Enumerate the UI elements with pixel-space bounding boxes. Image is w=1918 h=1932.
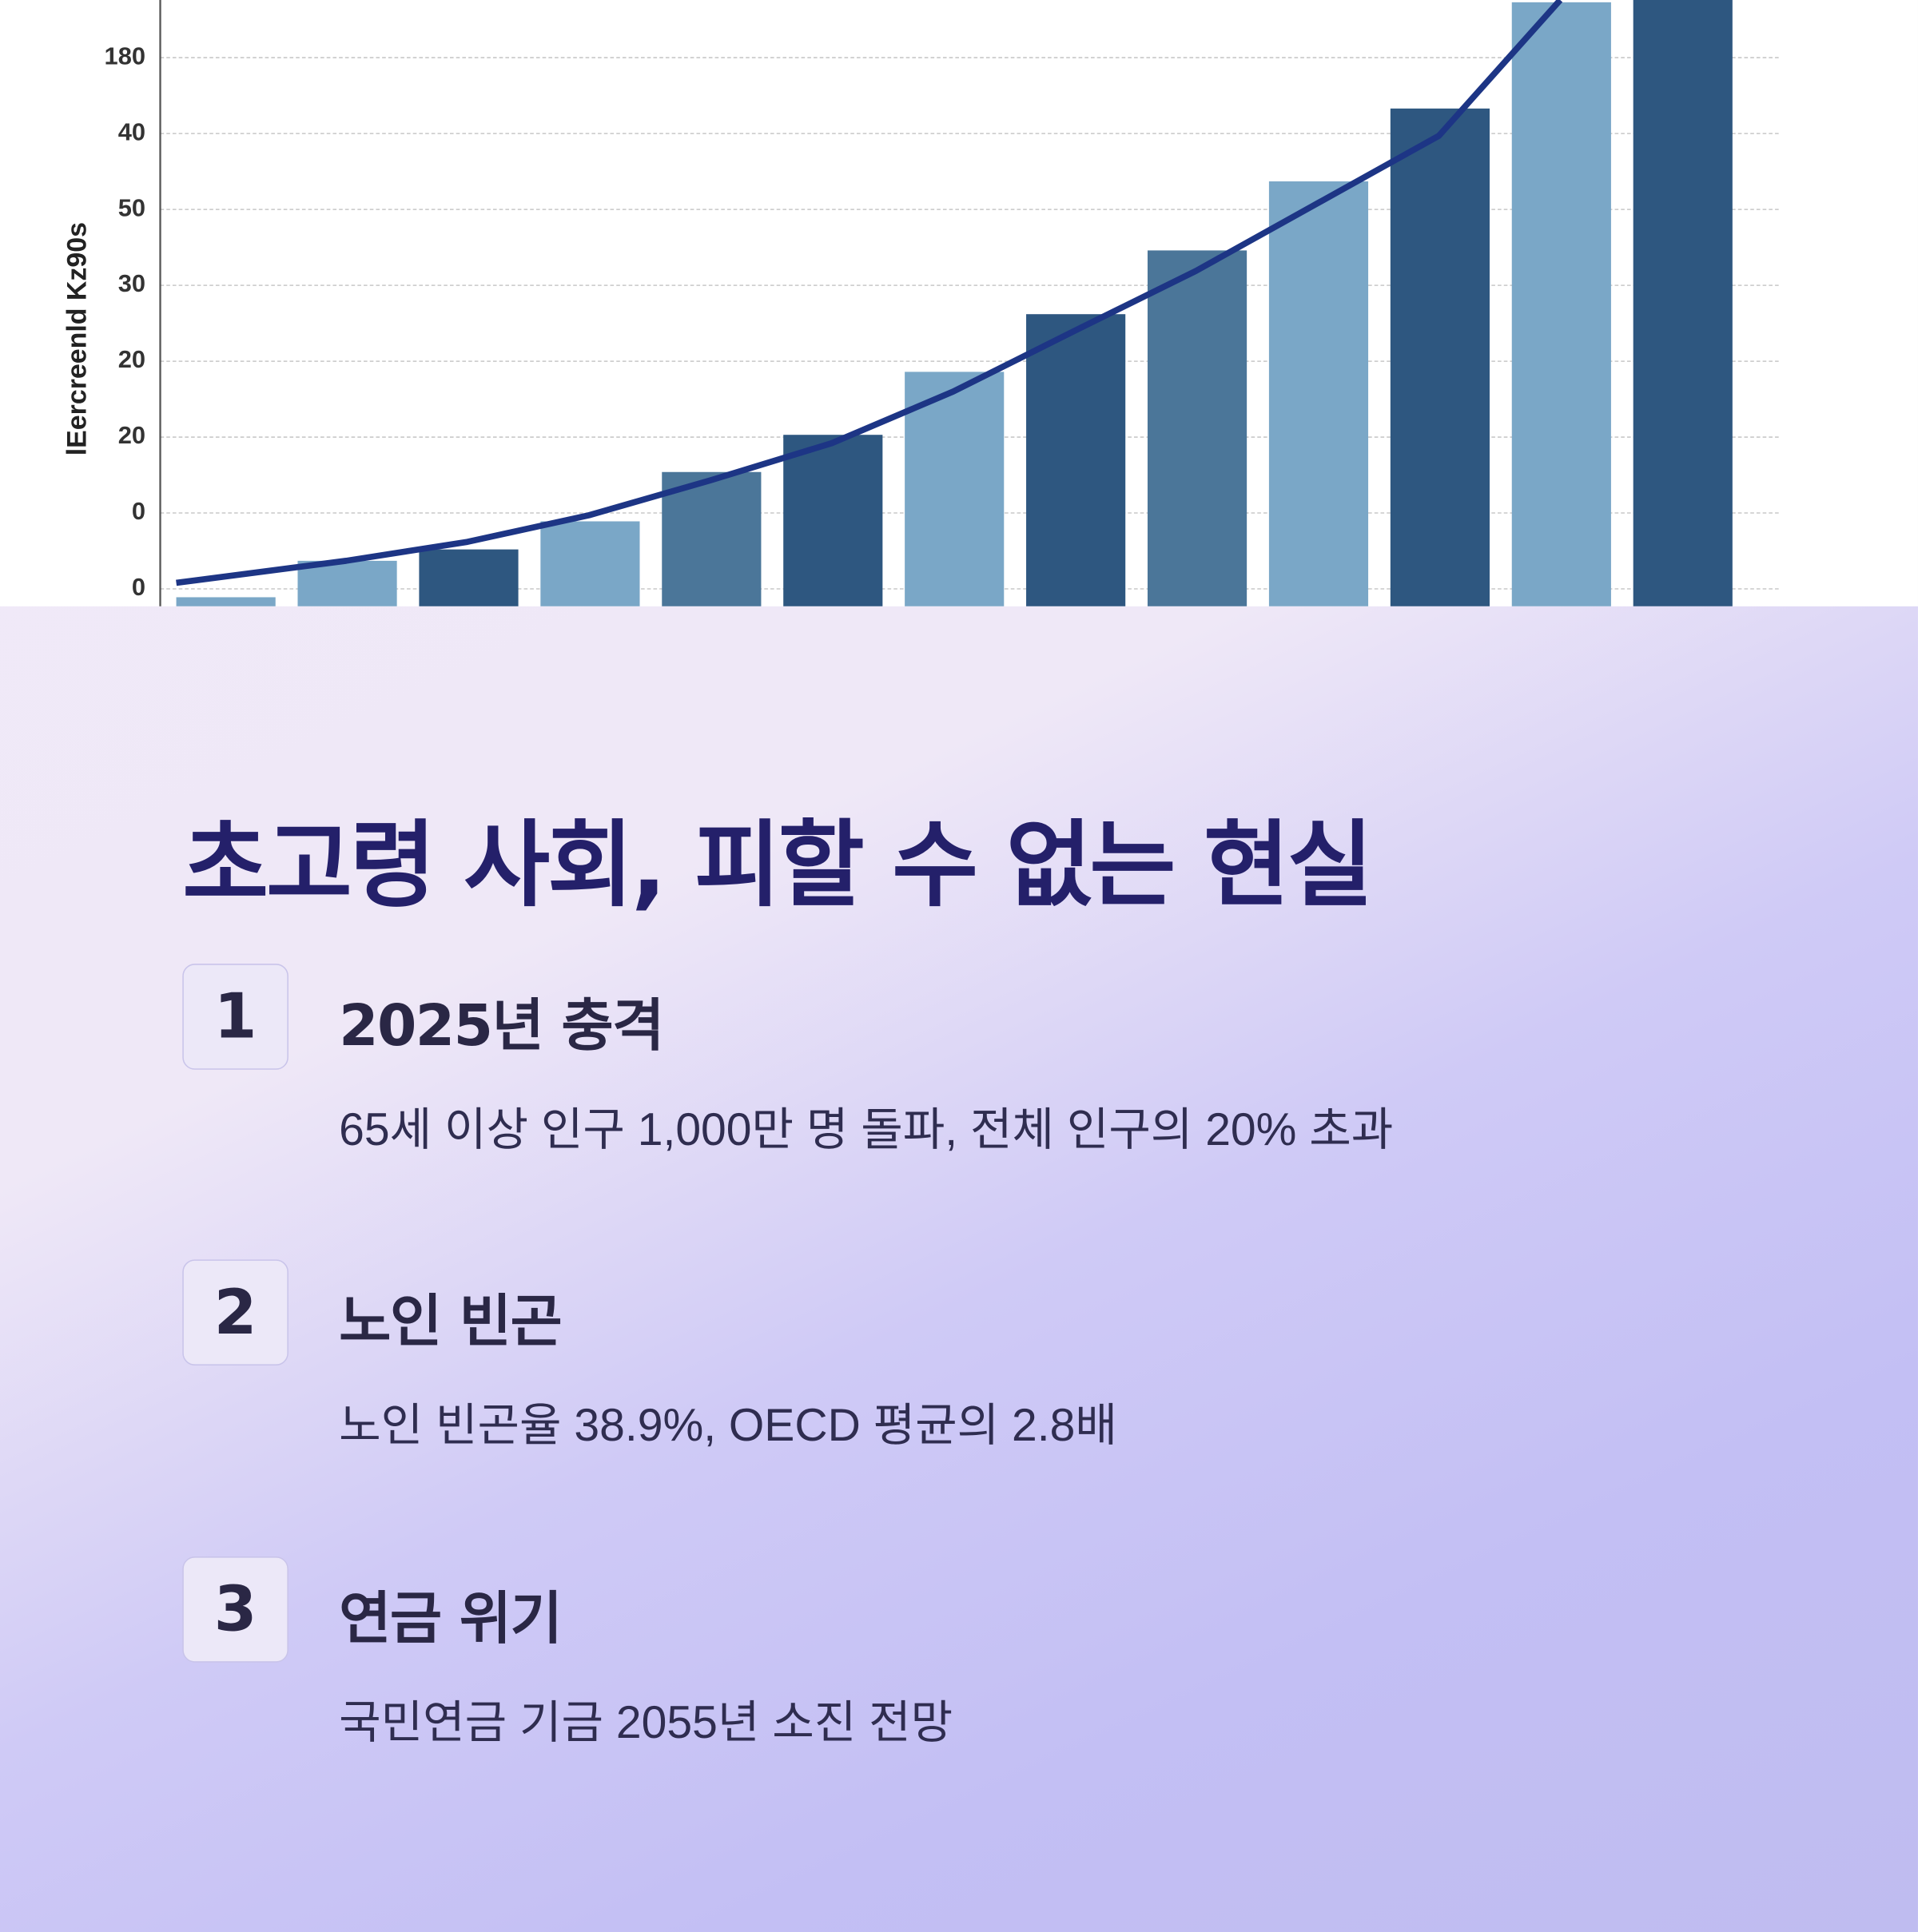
bar: [783, 435, 883, 606]
item-text: 국민연금 기금 2055년 소진 전망: [339, 1696, 953, 1748]
y-tick-label: 0: [132, 497, 145, 525]
bar: [1390, 108, 1490, 606]
bar: [1026, 314, 1126, 606]
y-tick-label: 0: [132, 573, 145, 601]
y-tick-label: 40: [118, 117, 145, 145]
item-number: 3: [182, 1556, 288, 1663]
y-axis-label: lEercreenld Kz90s: [62, 222, 93, 455]
bar: [1268, 181, 1369, 606]
bar: [297, 560, 397, 606]
bar: [540, 521, 640, 606]
trend-line: [176, 0, 1563, 586]
bar: [1147, 250, 1247, 606]
y-tick-label: 180: [105, 42, 145, 70]
item-heading: 2025년 충격: [339, 992, 664, 1059]
bar: [176, 597, 276, 606]
bar: [662, 471, 762, 606]
item-heading: 노인 빈곤: [339, 1287, 563, 1355]
item-text: 65세 이상 인구 1,000만 명 돌파, 전체 인구의 20% 초과: [339, 1103, 1394, 1155]
item-number: 1: [182, 964, 288, 1070]
chart: 0 0 20 20 30 50 40 180 lEercreenld Kz90s: [0, 0, 1918, 606]
bar: [1633, 0, 1733, 606]
y-tick-label: 20: [118, 421, 145, 449]
bar: [419, 549, 519, 606]
item-text: 노인 빈곤율 38.9%, OECD 평균의 2.8배: [339, 1400, 1117, 1451]
item-heading: 연금 위기: [339, 1584, 563, 1652]
bar: [1511, 2, 1611, 606]
y-tick-label: 30: [118, 269, 145, 297]
y-tick-label: 50: [118, 193, 145, 221]
title: 초고령 사회, 피할 수 없는 현실: [182, 809, 1373, 920]
item-number: 2: [182, 1259, 288, 1366]
y-tick-label: 20: [118, 345, 145, 373]
bar: [905, 372, 1005, 606]
